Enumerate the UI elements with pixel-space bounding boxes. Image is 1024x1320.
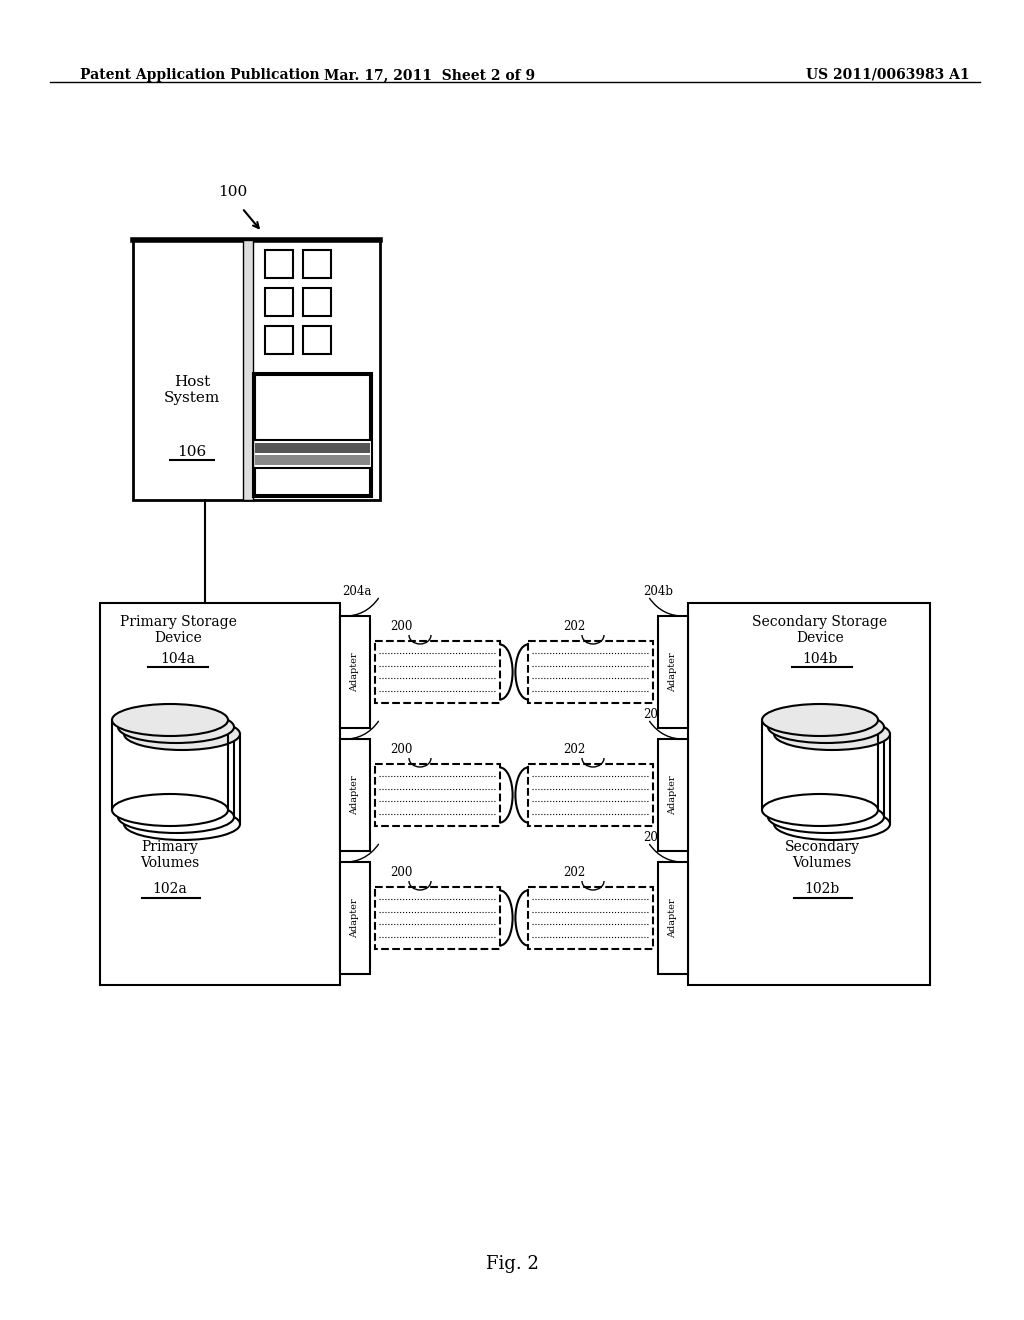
Text: 202: 202 — [563, 866, 586, 879]
Bar — [658, 739, 688, 851]
Text: 104b: 104b — [803, 652, 838, 667]
Ellipse shape — [118, 711, 234, 743]
Text: Adapter: Adapter — [350, 775, 359, 814]
Bar — [375, 764, 500, 826]
Text: Primary
Volumes: Primary Volumes — [140, 840, 200, 870]
Ellipse shape — [124, 718, 240, 750]
Ellipse shape — [762, 795, 878, 826]
Text: Primary Storage
Device: Primary Storage Device — [120, 615, 237, 645]
Bar — [688, 603, 930, 985]
Text: Adapter: Adapter — [669, 775, 678, 814]
Ellipse shape — [124, 808, 240, 840]
Bar — [255, 375, 370, 440]
Text: 204a: 204a — [342, 585, 372, 598]
Text: Adapter: Adapter — [350, 898, 359, 937]
Bar — [265, 249, 293, 279]
Ellipse shape — [112, 795, 228, 826]
Text: 204b: 204b — [643, 585, 673, 598]
Ellipse shape — [768, 711, 884, 743]
Bar — [118, 727, 234, 817]
Bar — [768, 727, 884, 817]
Text: 202: 202 — [563, 743, 586, 756]
Bar — [375, 642, 500, 704]
Text: 204b: 204b — [643, 708, 673, 721]
Text: 100: 100 — [218, 185, 247, 199]
Bar — [124, 734, 240, 824]
Text: Secondary
Volumes: Secondary Volumes — [784, 840, 859, 870]
Text: 102b: 102b — [805, 882, 840, 896]
Text: Patent Application Publication: Patent Application Publication — [80, 69, 319, 82]
Text: US 2011/0063983 A1: US 2011/0063983 A1 — [806, 69, 970, 82]
Text: 204a: 204a — [342, 708, 372, 721]
Bar — [112, 719, 228, 810]
Bar — [303, 326, 331, 354]
Bar — [762, 719, 878, 810]
Text: Adapter: Adapter — [350, 652, 359, 692]
Bar — [528, 764, 653, 826]
Bar — [658, 616, 688, 729]
Text: Secondary Storage
Device: Secondary Storage Device — [753, 615, 888, 645]
Bar — [340, 616, 370, 729]
Ellipse shape — [774, 808, 890, 840]
Text: Adapter: Adapter — [669, 652, 678, 692]
Bar — [528, 887, 653, 949]
Text: 200: 200 — [390, 743, 413, 756]
Bar — [265, 288, 293, 315]
Bar — [375, 887, 500, 949]
Text: 204a: 204a — [342, 832, 372, 843]
Bar — [340, 862, 370, 974]
Bar — [340, 739, 370, 851]
Bar — [255, 444, 370, 453]
Text: 202: 202 — [563, 620, 586, 634]
Ellipse shape — [118, 801, 234, 833]
Bar — [133, 240, 380, 500]
Text: 204b: 204b — [643, 832, 673, 843]
Bar — [253, 374, 372, 498]
Text: 102a: 102a — [153, 882, 187, 896]
Text: 106: 106 — [177, 445, 207, 459]
Bar — [255, 455, 370, 465]
Ellipse shape — [774, 718, 890, 750]
Bar — [658, 862, 688, 974]
Ellipse shape — [768, 801, 884, 833]
Text: 200: 200 — [390, 866, 413, 879]
Ellipse shape — [762, 704, 878, 737]
Bar — [303, 288, 331, 315]
Bar — [243, 240, 253, 500]
Bar — [255, 469, 370, 495]
Text: Fig. 2: Fig. 2 — [485, 1255, 539, 1272]
Text: Mar. 17, 2011  Sheet 2 of 9: Mar. 17, 2011 Sheet 2 of 9 — [325, 69, 536, 82]
Text: 104a: 104a — [161, 652, 196, 667]
Bar — [100, 603, 340, 985]
Text: Host
System: Host System — [164, 375, 220, 405]
Ellipse shape — [112, 704, 228, 737]
Bar — [528, 642, 653, 704]
Text: 200: 200 — [390, 620, 413, 634]
Bar — [265, 326, 293, 354]
Bar — [303, 249, 331, 279]
Text: Adapter: Adapter — [669, 898, 678, 937]
Bar — [774, 734, 890, 824]
